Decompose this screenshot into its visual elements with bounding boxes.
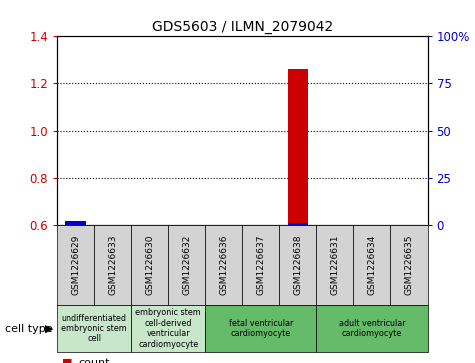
Text: undifferentiated
embryonic stem
cell: undifferentiated embryonic stem cell: [61, 314, 127, 343]
Bar: [57, 225, 94, 305]
Text: GSM1226630: GSM1226630: [145, 235, 154, 295]
Bar: [279, 225, 316, 305]
Bar: [353, 225, 390, 305]
Bar: [316, 305, 428, 352]
Text: GSM1226637: GSM1226637: [256, 235, 265, 295]
Bar: [316, 225, 353, 305]
Bar: [288, 223, 308, 225]
Text: embryonic stem
cell-derived
ventricular
cardiomyocyte: embryonic stem cell-derived ventricular …: [135, 309, 201, 348]
Bar: [66, 221, 86, 225]
Text: count: count: [78, 358, 110, 363]
Bar: [242, 225, 279, 305]
Bar: [288, 69, 308, 225]
Text: cell type: cell type: [5, 323, 52, 334]
Text: GSM1226633: GSM1226633: [108, 235, 117, 295]
Text: GSM1226632: GSM1226632: [182, 235, 191, 295]
Bar: [131, 225, 168, 305]
Bar: [390, 225, 428, 305]
Bar: [94, 225, 131, 305]
Text: ▶: ▶: [45, 323, 54, 334]
Text: fetal ventricular
cardiomyocyte: fetal ventricular cardiomyocyte: [228, 319, 293, 338]
Text: adult ventricular
cardiomyocyte: adult ventricular cardiomyocyte: [339, 319, 405, 338]
Text: GSM1226634: GSM1226634: [368, 235, 376, 295]
Text: ■: ■: [62, 358, 72, 363]
Bar: [205, 305, 316, 352]
Text: GSM1226629: GSM1226629: [71, 235, 80, 295]
Text: GSM1226638: GSM1226638: [294, 235, 302, 295]
Bar: [131, 305, 205, 352]
Bar: [57, 305, 131, 352]
Bar: [168, 225, 205, 305]
Bar: [205, 225, 242, 305]
Text: GSM1226635: GSM1226635: [405, 235, 413, 295]
Title: GDS5603 / ILMN_2079042: GDS5603 / ILMN_2079042: [152, 20, 333, 34]
Text: GSM1226631: GSM1226631: [331, 235, 339, 295]
Text: GSM1226636: GSM1226636: [219, 235, 228, 295]
